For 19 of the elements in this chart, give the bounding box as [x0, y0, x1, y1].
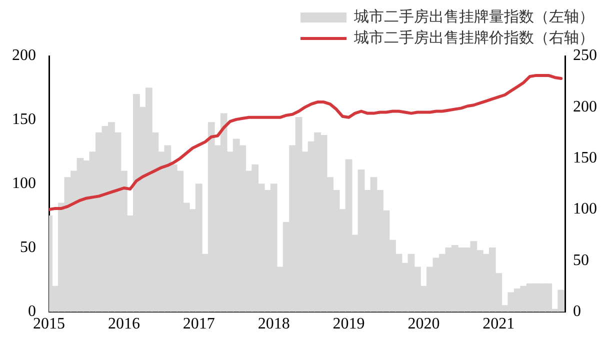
x-tick-label: 2015	[33, 316, 65, 333]
x-tick-label: 2018	[258, 316, 290, 333]
y2-tick-label: 0	[573, 303, 581, 320]
y-tick-label: 200	[12, 47, 36, 64]
x-tick-label: 2016	[108, 316, 140, 333]
x-tick-label: 2020	[408, 316, 440, 333]
y2-tick-label: 50	[573, 252, 589, 269]
y2-tick-label: 250	[573, 47, 597, 64]
y2-tick-label: 200	[573, 98, 597, 116]
x-tick-label: 2017	[182, 316, 215, 333]
y2-tick-label: 150	[573, 150, 597, 167]
x-tick-label: 2019	[332, 316, 365, 333]
y-tick-label: 150	[12, 111, 36, 128]
y2-tick-label: 100	[573, 200, 597, 218]
y-tick-label: 100	[12, 175, 36, 192]
legend-label: 城市二手房出售挂牌量指数（左轴）	[353, 8, 594, 26]
legend-label: 城市二手房出售挂牌价指数（右轴）	[353, 29, 594, 46]
y-tick-label: 50	[20, 239, 36, 256]
x-tick-label: 2021	[482, 316, 515, 333]
